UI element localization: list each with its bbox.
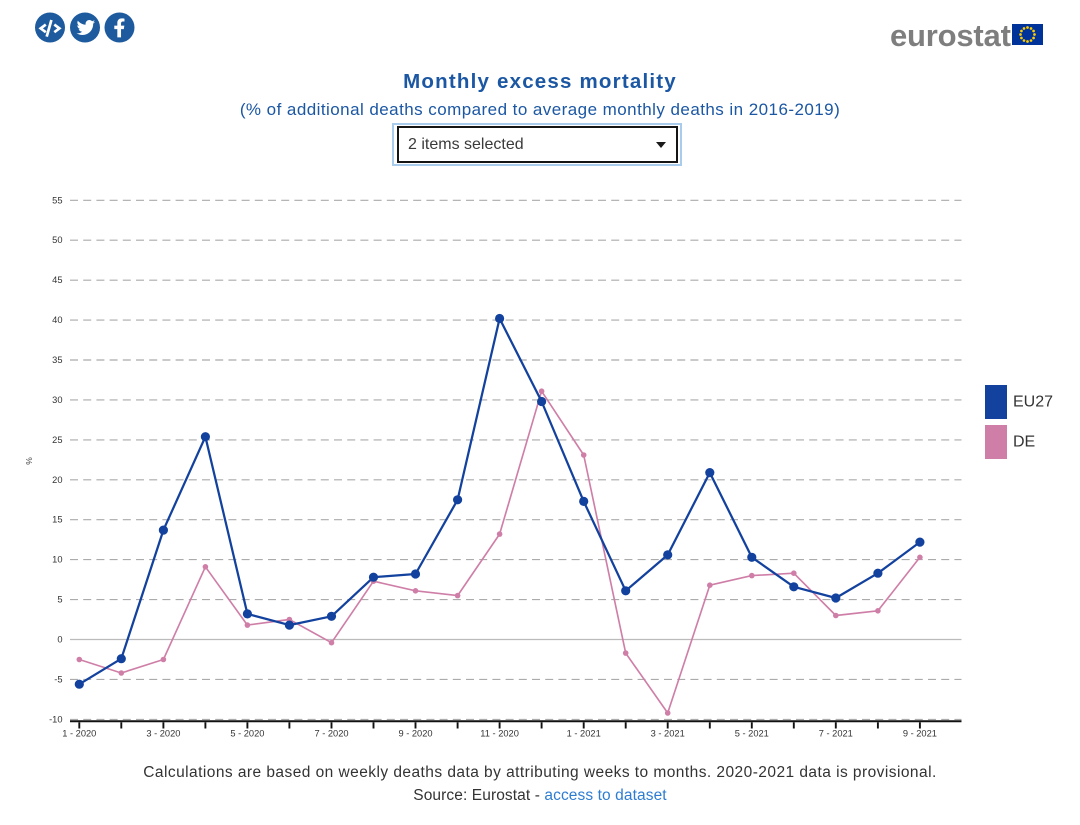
svg-text:DE: DE [1013, 434, 1035, 451]
svg-text:9 - 2020: 9 - 2020 [398, 729, 432, 739]
svg-text:5 - 2020: 5 - 2020 [230, 729, 264, 739]
svg-text:45: 45 [52, 275, 62, 285]
svg-text:3 - 2021: 3 - 2021 [651, 729, 685, 739]
svg-text:-5: -5 [54, 674, 62, 684]
svg-text:10: 10 [52, 555, 62, 565]
svg-text:0: 0 [57, 635, 62, 645]
svg-text:30: 30 [52, 395, 62, 405]
svg-text:50: 50 [52, 235, 62, 245]
svg-text:40: 40 [52, 315, 62, 325]
svg-text:1 - 2020: 1 - 2020 [62, 729, 96, 739]
svg-text:7 - 2020: 7 - 2020 [314, 729, 348, 739]
svg-text:35: 35 [52, 355, 62, 365]
svg-text:1 - 2021: 1 - 2021 [567, 729, 601, 739]
svg-text:EU27: EU27 [1013, 394, 1053, 411]
svg-text:9 - 2021: 9 - 2021 [903, 729, 937, 739]
svg-text:15: 15 [52, 515, 62, 525]
svg-text:3 - 2020: 3 - 2020 [146, 729, 180, 739]
svg-text:11 - 2020: 11 - 2020 [480, 729, 519, 739]
svg-text:20: 20 [52, 475, 62, 485]
svg-text:25: 25 [52, 435, 62, 445]
svg-text:5 - 2021: 5 - 2021 [735, 729, 769, 739]
svg-text:7 - 2021: 7 - 2021 [819, 729, 853, 739]
svg-text:-10: -10 [49, 714, 62, 724]
svg-text:%: % [24, 457, 34, 465]
svg-text:5: 5 [57, 595, 62, 605]
svg-text:55: 55 [52, 195, 62, 205]
